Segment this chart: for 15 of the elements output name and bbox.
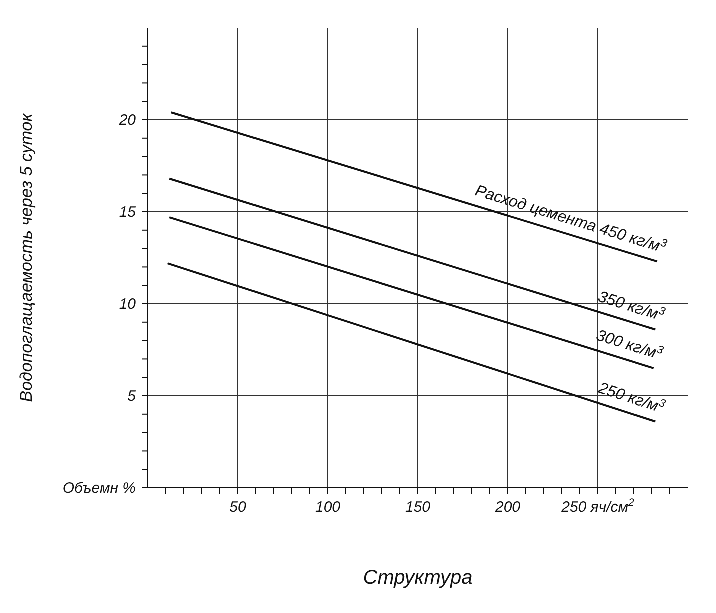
x-tick-label: 250 яч/см$^{2}$ [560,497,635,516]
y-tick-label: 10 [119,296,137,313]
text: 250 кг/м$^{3}$ [595,380,668,416]
y-tick-label: Объемн % [62,480,136,497]
x-axis-title: Структура [363,567,473,589]
text: 300 кг/м$^{3}$ [594,327,666,362]
x-tick-label: 50 [230,499,247,516]
text: 350 кг/м$^{3}$ [596,288,668,324]
y-axis-title: Водопоглащаемость через 5 суток [17,112,36,402]
y-tick-label: 20 [118,112,137,129]
y-tick-label: 5 [128,388,137,405]
x-tick-label: 200 [494,499,522,516]
x-tick-label: 150 [405,499,432,516]
y-tick-label: 15 [119,204,137,221]
x-tick-label: 100 [315,499,342,516]
